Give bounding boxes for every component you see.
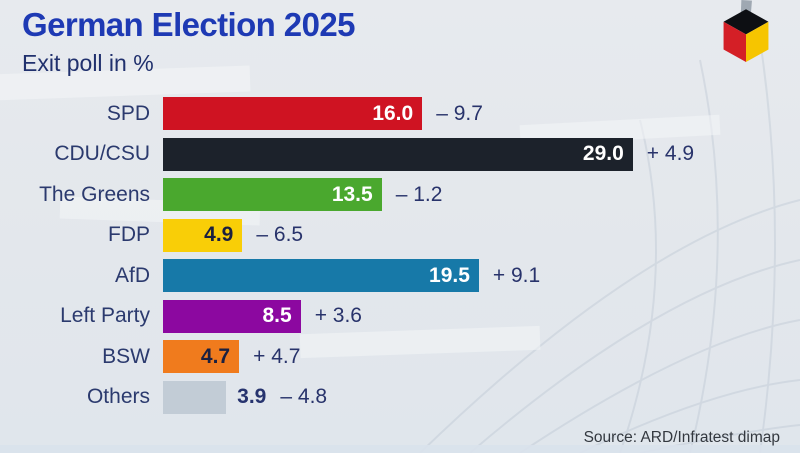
party-label: The Greens: [39, 182, 150, 206]
party-label: BSW: [102, 344, 150, 368]
change-label: – 4.8: [280, 385, 328, 408]
party-label: SPD: [106, 101, 150, 125]
chart-row: FDP 4.9 – 6.5: [22, 218, 694, 252]
bar: [163, 380, 227, 414]
party-label: FDP: [108, 223, 150, 246]
bar: 16.0: [163, 97, 423, 130]
bar-value: 19.5: [429, 263, 470, 287]
bar-value: 13.5: [331, 182, 373, 206]
bar: 13.5: [163, 178, 382, 211]
party-label: AfD: [114, 263, 150, 287]
chart-row: CDU/CSU 29.0 + 4.9: [22, 137, 695, 171]
change-label: – 9.7: [436, 101, 483, 125]
page-title: German Election 2025: [22, 6, 355, 43]
source-credit: Source: ARD/Infratest dimap: [583, 429, 780, 446]
change-label: + 4.7: [253, 344, 301, 368]
chart-row: Left Party 8.5 + 3.6: [22, 299, 694, 333]
cube-right-face: [746, 21, 769, 63]
chart-row: SPD 16.0 – 9.7: [22, 97, 694, 130]
bar-value: 29.0: [582, 142, 624, 165]
bar-value: 8.5: [262, 304, 292, 327]
bar: 8.5: [163, 299, 301, 333]
change-label: – 6.5: [256, 223, 304, 246]
header: German Election 2025 Exit poll in %: [22, 4, 355, 78]
party-label: CDU/CSU: [54, 142, 150, 165]
bar: 19.5: [163, 259, 479, 292]
change-label: + 4.9: [646, 142, 695, 165]
bar: 4.7: [163, 340, 240, 373]
change-label: + 9.1: [492, 263, 541, 287]
ballot-box-logo: [712, 0, 780, 66]
cube-top-face: [723, 9, 769, 35]
party-label: Left Party: [60, 304, 150, 327]
cube-left-face: [723, 21, 746, 63]
bar-chart: SPD 16.0 – 9.7 CDU/CSU 29.0 + 4.9 The Gr…: [22, 97, 694, 421]
chart-row: Others 3.9 – 4.8: [22, 380, 694, 414]
subtitle: Exit poll in %: [22, 50, 154, 76]
bar: 4.9: [163, 218, 243, 252]
bar-value: 4.7: [200, 344, 231, 368]
bar-value: 4.9: [204, 223, 234, 246]
change-label: + 3.6: [314, 304, 362, 327]
bar-value-outside: 3.9: [237, 385, 267, 408]
party-label: Others: [86, 385, 150, 408]
change-label: – 1.2: [395, 182, 443, 206]
chart-row: AfD 19.5 + 9.1: [22, 259, 694, 292]
bar: 29.0: [163, 137, 633, 171]
chart-row: BSW 4.7 + 4.7: [22, 340, 694, 373]
chart-row: The Greens 13.5 – 1.2: [22, 178, 694, 211]
bar-value: 16.0: [372, 101, 414, 125]
